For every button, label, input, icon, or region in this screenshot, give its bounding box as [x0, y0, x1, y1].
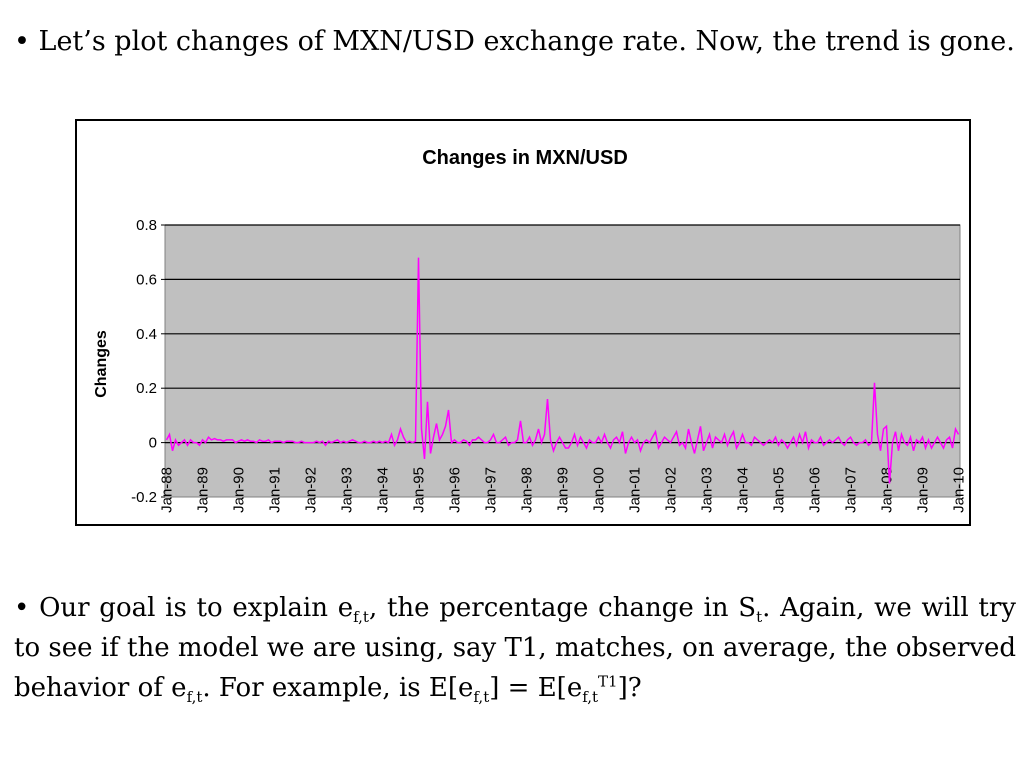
changes-chart: Changes in MXN/USD -0.2 0 0.2 0.4 0.6 0.8 Jan…: [93, 147, 968, 513]
y-axis-label: Changes: [93, 330, 110, 398]
chart-title: Changes in MXN/USD: [422, 147, 628, 169]
x-tick-label: Jan-92: [303, 467, 320, 513]
x-tick-label: Jan-02: [663, 467, 680, 513]
x-tick-label: Jan-09: [915, 467, 932, 513]
y-axis-ticks: -0.2 0 0.2 0.4 0.6 0.8: [131, 217, 165, 506]
x-tick-label: Jan-96: [447, 467, 464, 513]
x-tick-label: Jan-01: [627, 467, 644, 513]
x-tick-label: Jan-91: [267, 467, 284, 513]
superscript: T1: [598, 672, 618, 691]
y-tick-label: 0.2: [136, 380, 157, 397]
bottom-text-part: . For example, is E[e: [202, 673, 474, 703]
x-tick-label: Jan-98: [519, 467, 536, 513]
x-tick-label: Jan-00: [591, 467, 608, 513]
x-tick-label: Jan-95: [411, 467, 428, 513]
subscript: f,t: [186, 688, 203, 707]
series-line-changes: [165, 257, 960, 484]
subscript: f,t: [473, 688, 490, 707]
y-tick-label: -0.2: [131, 489, 157, 506]
plot-area: [164, 224, 961, 498]
bottom-text-part: , the percentage change in S: [368, 593, 757, 623]
x-tick-label: Jan-10: [951, 467, 968, 513]
x-tick-label: Jan-90: [231, 467, 248, 513]
x-tick-label: Jan-99: [555, 467, 572, 513]
y-tick-label: 0.8: [136, 217, 157, 234]
bottom-text-part: . Again, we will try to see if the model…: [14, 593, 1016, 703]
x-tick-label: Jan-04: [735, 467, 752, 513]
y-tick-label: 0: [149, 435, 157, 452]
x-tick-label: Jan-07: [843, 467, 860, 513]
x-tick-label: Jan-88: [159, 467, 176, 513]
x-tick-label: Jan-08: [879, 467, 896, 513]
bottom-bullet-paragraph: • Our goal is to explain ef,t, the perce…: [14, 588, 1016, 708]
x-tick-label: Jan-06: [807, 467, 824, 513]
x-tick-label: Jan-03: [699, 467, 716, 513]
bottom-text-part: • Our goal is to explain e: [14, 593, 354, 623]
subscript: f,t: [353, 608, 369, 627]
bottom-text-part: ]?: [617, 673, 642, 703]
y-tick-label: 0.6: [136, 271, 157, 288]
top-bullet-text: • Let’s plot changes of MXN/USD exchange…: [14, 26, 1015, 57]
x-tick-label: Jan-93: [339, 467, 356, 513]
x-tick-label: Jan-89: [195, 467, 212, 513]
x-axis-ticks: Jan-88 Jan-89 Jan-90 Jan-91 Jan-92 Jan-93 Jan-…: [159, 467, 968, 513]
subscript: t: [756, 608, 763, 627]
y-tick-label: 0.4: [136, 326, 157, 343]
subscript: f,t: [582, 688, 599, 707]
x-tick-label: Jan-97: [483, 467, 500, 513]
x-tick-label: Jan-94: [375, 467, 392, 513]
bottom-text-part: ] = E[e: [489, 673, 583, 703]
x-tick-label: Jan-05: [771, 467, 788, 513]
chart-frame: Changes in MXN/USD -0.2 0 0.2 0.4 0.6 0.8 Jan…: [75, 119, 971, 526]
